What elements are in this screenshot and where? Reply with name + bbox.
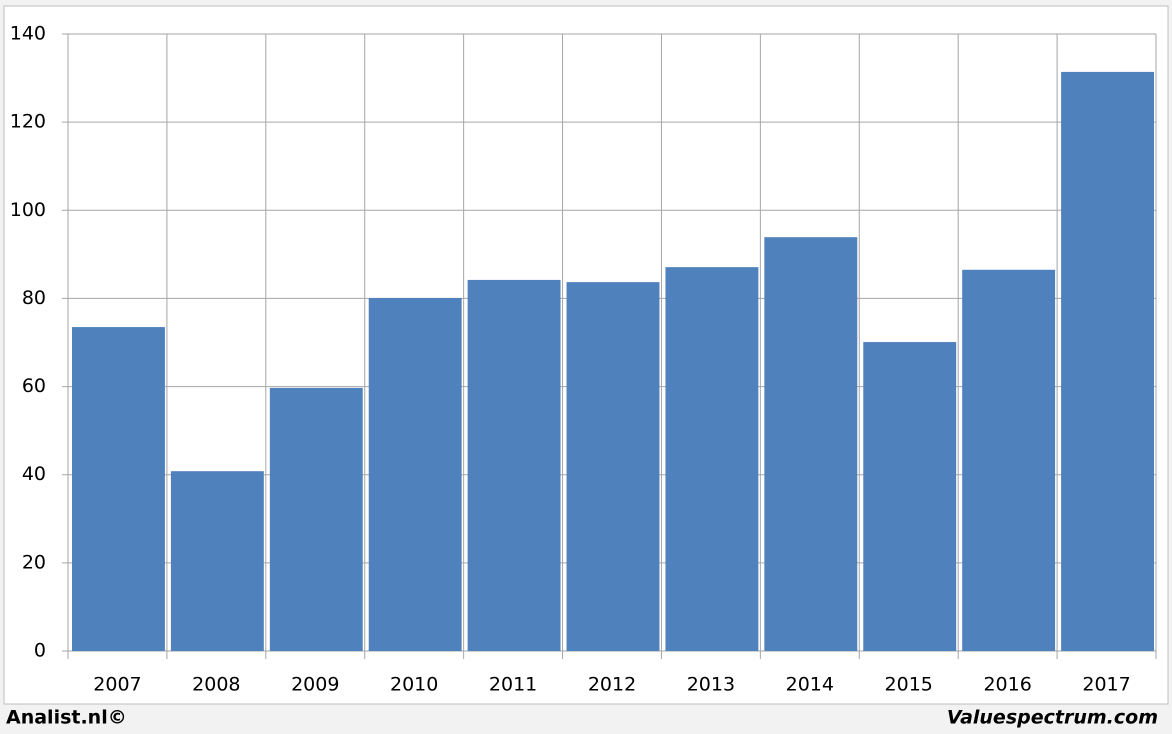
bar (368, 297, 462, 651)
y-tick-label: 60 (22, 375, 46, 397)
x-tick-label: 2010 (390, 674, 438, 696)
bar (170, 471, 264, 651)
y-tick-label: 100 (10, 199, 46, 221)
y-tick-label: 80 (22, 287, 46, 309)
bar (962, 269, 1056, 651)
x-tick-label: 2012 (588, 674, 636, 696)
y-tick-label: 0 (34, 640, 46, 662)
bar (72, 327, 165, 651)
x-tick-label: 2016 (983, 674, 1031, 696)
x-tick-label: 2009 (291, 674, 339, 696)
x-tick-label: 2017 (1082, 674, 1130, 696)
bar (269, 387, 363, 651)
x-tick-label: 2007 (93, 674, 141, 696)
source-left: Analist.nl© (6, 707, 127, 729)
y-tick-label: 120 (10, 111, 46, 133)
x-tick-label: 2008 (192, 674, 240, 696)
x-tick-label: 2014 (786, 674, 834, 696)
source-right: Valuespectrum.com (947, 707, 1158, 729)
bar (764, 237, 858, 651)
y-tick-label: 20 (22, 551, 46, 573)
bar (1061, 71, 1154, 651)
y-tick-label: 40 (22, 463, 46, 485)
bar (566, 282, 660, 651)
bar (665, 267, 759, 651)
x-tick-label: 2013 (687, 674, 735, 696)
bar (863, 342, 957, 651)
bar (467, 279, 561, 651)
x-tick-label: 2015 (885, 674, 933, 696)
x-tick-label: 2011 (489, 674, 537, 696)
y-tick-label: 140 (10, 23, 46, 45)
